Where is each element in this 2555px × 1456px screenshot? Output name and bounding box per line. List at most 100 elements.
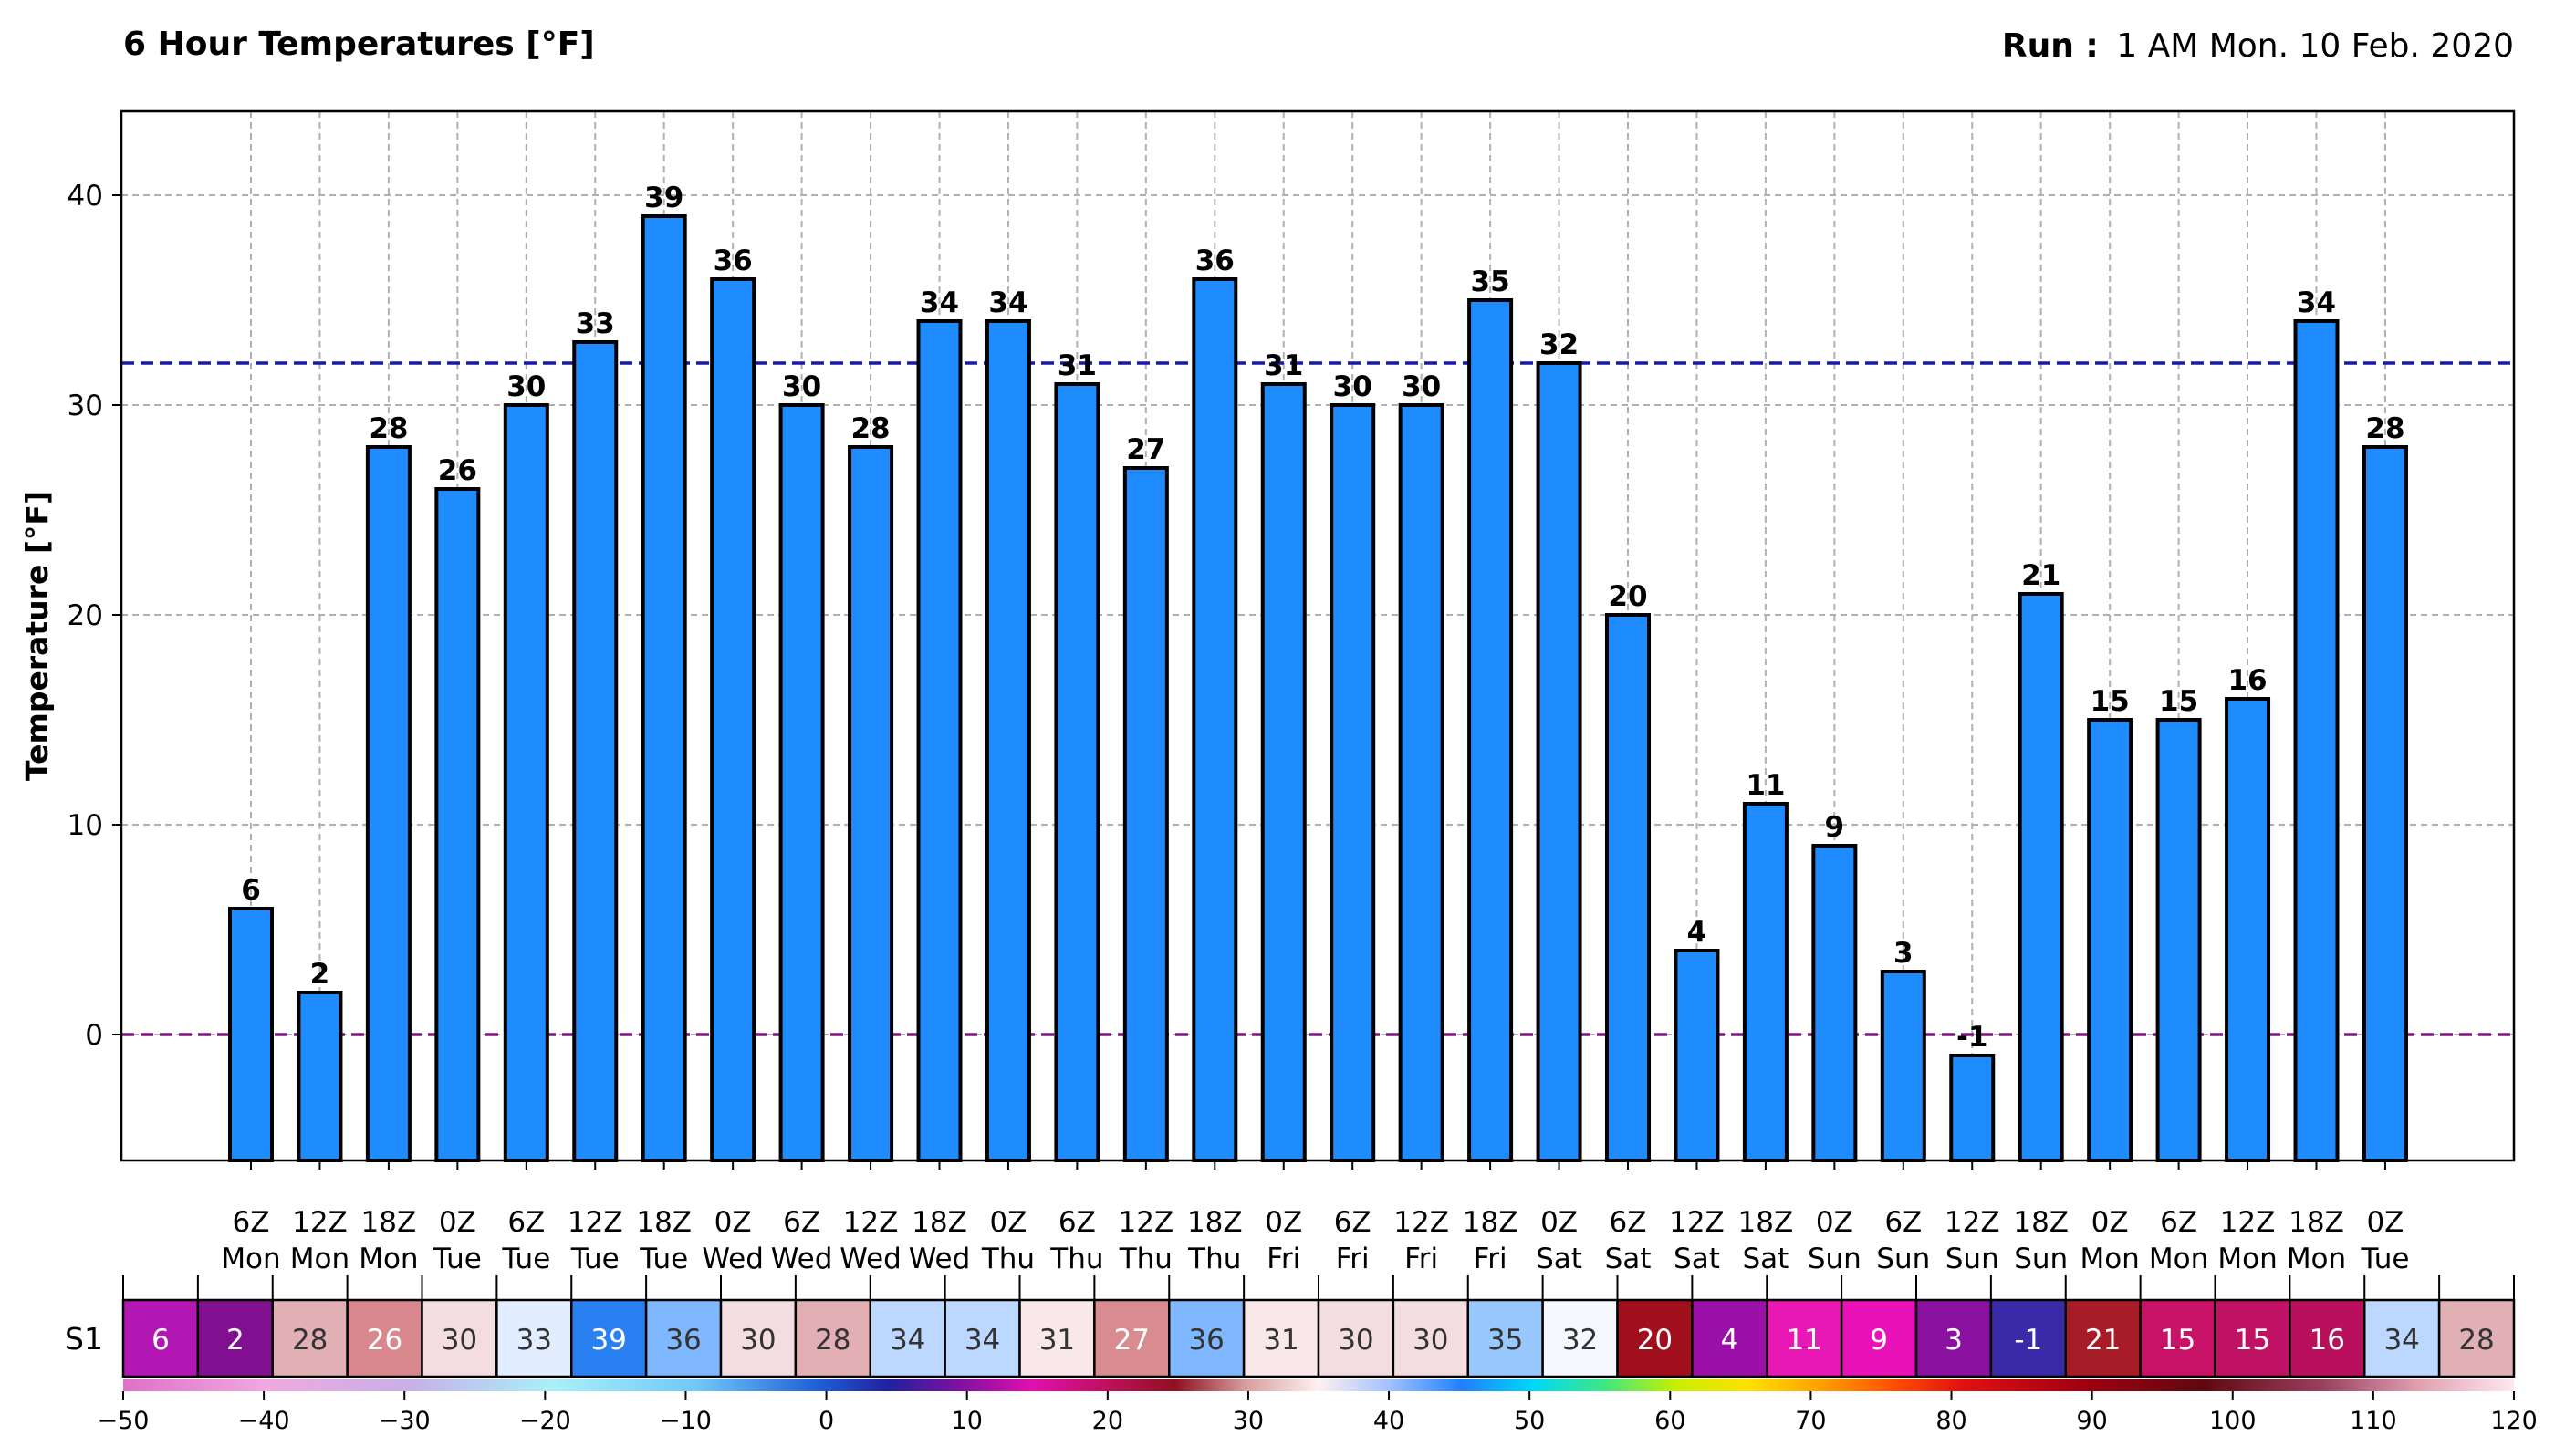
bar <box>1880 970 1926 1162</box>
bar <box>1742 802 1788 1162</box>
x-tick-label-day: Wed <box>702 1243 764 1275</box>
x-tick-label-time: 18Z <box>1463 1206 1518 1239</box>
x-tick-label-time: 12Z <box>843 1206 899 1239</box>
strip-cell-value: 6 <box>151 1324 170 1357</box>
bar <box>2293 319 2340 1162</box>
strip-cell-value: 34 <box>890 1324 925 1357</box>
x-tick-label-time: 6Z <box>507 1206 545 1239</box>
bar <box>365 445 412 1162</box>
strip-cell <box>1018 1298 1096 1378</box>
bar-value-label: 28 <box>369 412 408 445</box>
colorbar-tick-label: 120 <box>2490 1407 2538 1435</box>
x-tick-label-time: 18Z <box>2289 1206 2344 1239</box>
bar-value-label: 34 <box>920 286 959 319</box>
strip-cell <box>869 1298 946 1378</box>
x-tick-label-day: Fri <box>1267 1243 1300 1275</box>
colorbar-ticks: −50 −40 −30 −20 −10 0 10 20 30 40 50 60 70 80 90 100 110… <box>98 1391 2538 1435</box>
strip-cell <box>1317 1298 1395 1378</box>
bar-value-label: 4 <box>1687 916 1707 949</box>
strip-cell-value: 4 <box>1720 1324 1738 1357</box>
bar <box>1330 403 1376 1162</box>
strip-cell-value: 20 <box>1637 1324 1673 1357</box>
bar-value-label: 32 <box>1539 328 1579 361</box>
x-tick-label-time: 18Z <box>1187 1206 1243 1239</box>
x-tick-label-day: Sat <box>1674 1243 1720 1275</box>
bar-value-label: 33 <box>576 307 615 340</box>
x-tick-label-time: 18Z <box>912 1206 967 1239</box>
x-tick-label-day: Tue <box>570 1243 620 1275</box>
strip-cell <box>121 1298 200 1378</box>
strip-cell-value: 9 <box>1870 1324 1888 1357</box>
strip-cell <box>1616 1298 1694 1378</box>
bar-value-label: 15 <box>2091 685 2130 718</box>
bar-value-label: 36 <box>1195 244 1235 277</box>
run-label: Run : <box>2002 27 2099 65</box>
bar <box>2018 592 2064 1162</box>
bar-value-label: 3 <box>1893 937 1914 970</box>
strip-cell <box>719 1298 798 1378</box>
strip-cell <box>271 1298 349 1378</box>
strip-cell <box>1466 1298 1544 1378</box>
x-tick-label-day: Tue <box>433 1243 482 1275</box>
y-tick-label: 0 <box>85 1019 103 1052</box>
x-tick-label-time: 0Z <box>2091 1206 2129 1239</box>
bar-value-label: 2 <box>310 958 330 991</box>
bar-value-label: 30 <box>782 370 821 403</box>
strip-cell-value: 39 <box>590 1324 626 1357</box>
x-tick-label-day: Thu <box>1049 1243 1103 1275</box>
colorbar-tick-label: 40 <box>1373 1407 1404 1435</box>
bar-value-label: 15 <box>2159 685 2198 718</box>
strip-cell-value: 28 <box>2458 1324 2494 1357</box>
strip-cell <box>2214 1298 2291 1378</box>
bar <box>2225 697 2271 1162</box>
x-tick-label-time: 12Z <box>2220 1206 2276 1239</box>
colorbar-tick-label: 90 <box>2076 1407 2107 1435</box>
bar <box>1949 1054 1996 1162</box>
bars <box>228 214 2408 1162</box>
bar <box>2087 718 2133 1162</box>
x-tick-label-day: Tue <box>639 1243 688 1275</box>
bar <box>1398 403 1444 1162</box>
colorbar-tick-label: 0 <box>819 1407 834 1435</box>
bar <box>1122 466 1169 1162</box>
bar <box>985 319 1031 1162</box>
colorbar-tick-label: −40 <box>238 1407 290 1435</box>
x-tick-label-time: 0Z <box>439 1206 476 1239</box>
x-tick-label-time: 12Z <box>1945 1206 2000 1239</box>
x-tick-label-time: 0Z <box>1540 1206 1578 1239</box>
strip-cell-value: 30 <box>1413 1324 1448 1357</box>
bar <box>1605 613 1651 1162</box>
bar-value-label: 30 <box>1333 370 1372 403</box>
strip-cell-value: 28 <box>292 1324 328 1357</box>
x-tick-label-day: Fri <box>1404 1243 1438 1275</box>
colorbar-tick-label: 30 <box>1233 1407 1264 1435</box>
y-ticks: 0 10 20 30 40 <box>68 180 121 1052</box>
strip-cell-value: 16 <box>2310 1324 2345 1357</box>
bar-value-label: 26 <box>438 454 477 487</box>
strip-cell-value: 21 <box>2085 1324 2121 1357</box>
x-tick-label-time: 6Z <box>1058 1206 1096 1239</box>
x-tick-label-day: Thu <box>981 1243 1035 1275</box>
strip-cell <box>644 1298 723 1378</box>
strip-cell-value: 11 <box>1786 1324 1821 1357</box>
strip-cell-value: 30 <box>1338 1324 1373 1357</box>
x-tick-label-day: Wed <box>840 1243 902 1275</box>
strip-cell-value: 2 <box>226 1324 245 1357</box>
strip-cell-value: 36 <box>665 1324 701 1357</box>
x-tick-label-time: 18Z <box>361 1206 417 1239</box>
strip-cell-value: -1 <box>2014 1324 2042 1357</box>
colorbar-tick-label: 50 <box>1514 1407 1545 1435</box>
strip-cell <box>794 1298 871 1378</box>
bar-value-label: 34 <box>2297 286 2336 319</box>
x-tick-label-time: 12Z <box>292 1206 348 1239</box>
strip-cell-value: 35 <box>1487 1324 1523 1357</box>
colorbar-tick-label: −20 <box>519 1407 571 1435</box>
x-tick-label-day: Tue <box>501 1243 550 1275</box>
bar <box>434 487 481 1162</box>
bar-value-label: 34 <box>988 286 1027 319</box>
strip-cell-value: 34 <box>2383 1324 2419 1357</box>
x-tick-label-day: Sun <box>1808 1243 1862 1275</box>
x-tick-label-time: 12Z <box>568 1206 623 1239</box>
bar-value-label: 31 <box>1058 349 1097 382</box>
